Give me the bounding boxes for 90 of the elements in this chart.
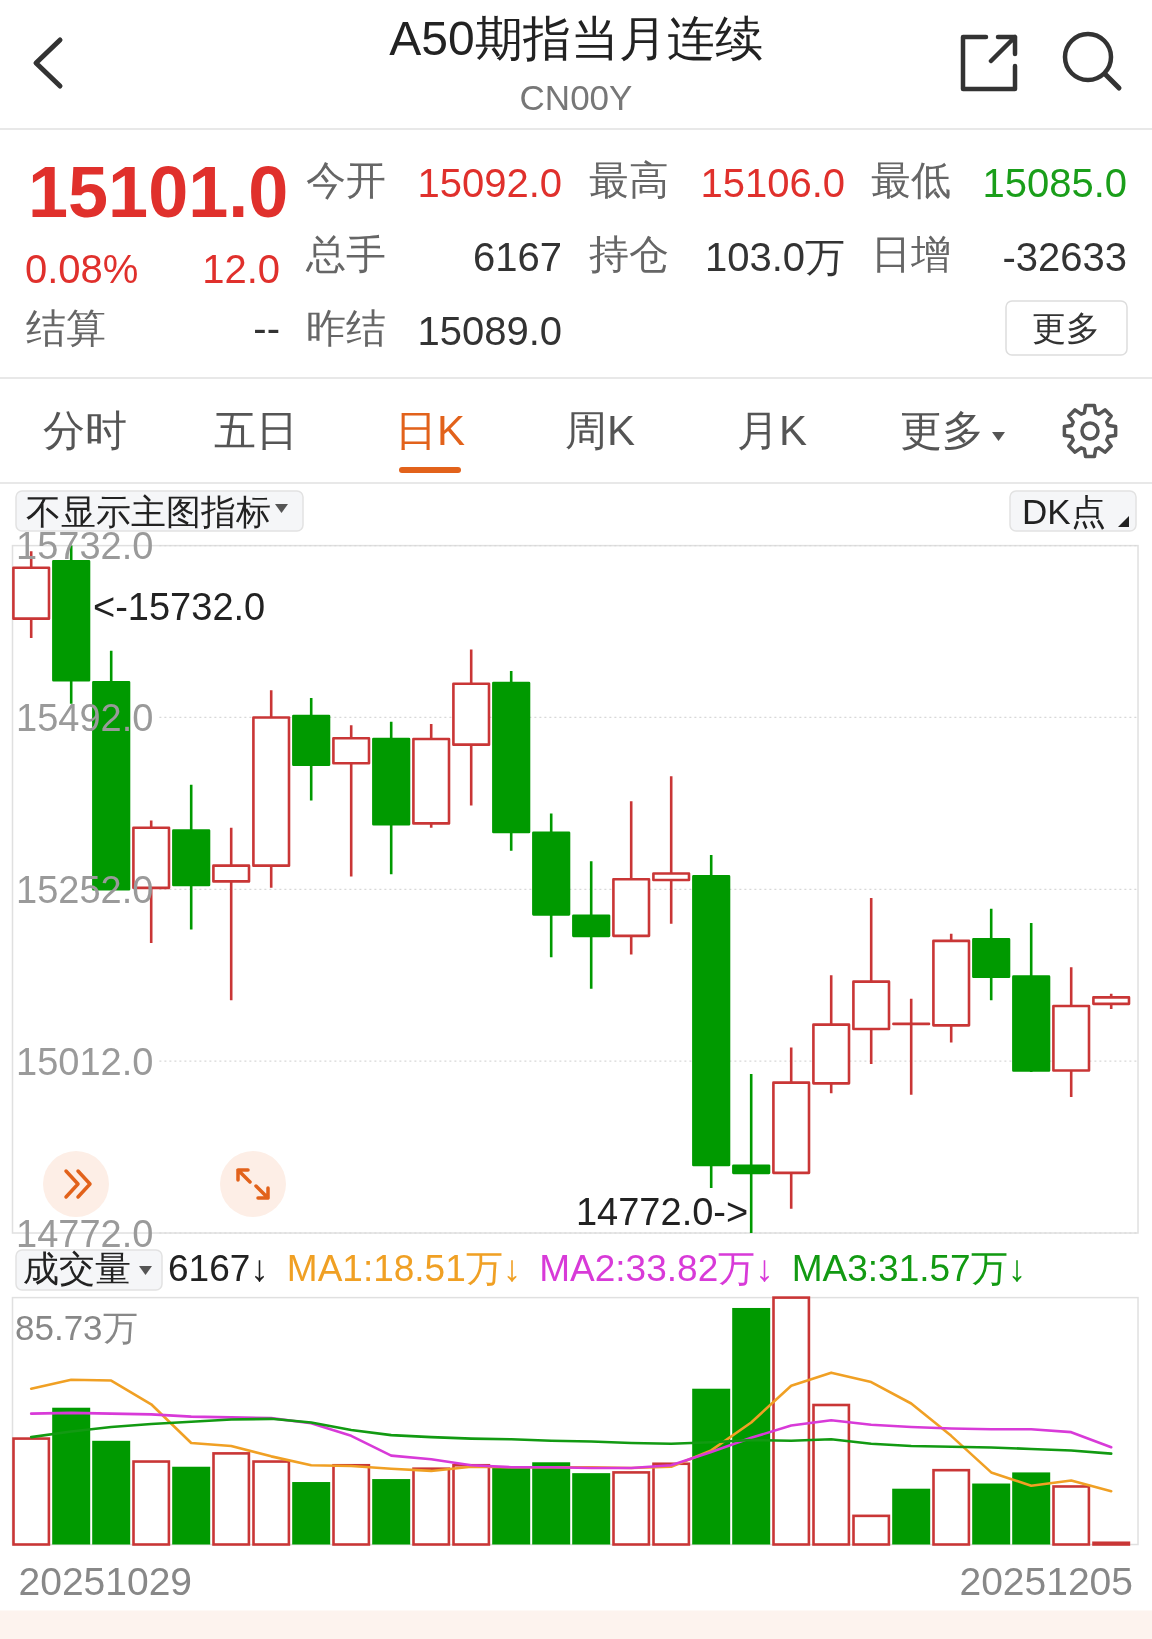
bar bbox=[612, 1471, 651, 1546]
text: 周K bbox=[564, 407, 636, 454]
text: MA3:31.57万↓ bbox=[791, 1248, 1027, 1289]
text: 15092.0 bbox=[417, 161, 562, 205]
candlestick bbox=[492, 669, 531, 852]
bar bbox=[932, 1468, 971, 1546]
bar bbox=[652, 1462, 691, 1546]
text: 今开 bbox=[306, 158, 386, 202]
text: 分时 bbox=[43, 407, 127, 454]
candlestick bbox=[212, 826, 251, 1002]
bar bbox=[772, 1296, 811, 1546]
bar bbox=[692, 1388, 731, 1545]
candlestick bbox=[452, 648, 491, 807]
text: 日增 bbox=[871, 232, 951, 276]
text: 更多 bbox=[900, 407, 984, 454]
bar bbox=[292, 1482, 331, 1545]
text: 103.0万 bbox=[704, 235, 845, 279]
bar bbox=[732, 1307, 771, 1545]
candlestick bbox=[292, 696, 331, 802]
candlestick bbox=[932, 932, 971, 1044]
text: 最高 bbox=[589, 158, 669, 202]
candlestick bbox=[652, 774, 691, 925]
text: 日K bbox=[394, 407, 466, 454]
bar bbox=[812, 1403, 851, 1546]
candlestick bbox=[1092, 992, 1131, 1011]
bar bbox=[532, 1462, 571, 1545]
text: 0.08% bbox=[25, 247, 139, 291]
bar bbox=[1052, 1485, 1091, 1546]
text: MA1:18.51万↓ bbox=[286, 1248, 522, 1289]
candlestick bbox=[372, 720, 411, 876]
text: 不显示主图指标 bbox=[26, 492, 271, 531]
text: CN00Y bbox=[519, 78, 633, 117]
candlestick bbox=[692, 853, 731, 1190]
candlestick bbox=[172, 783, 211, 931]
text: DK点 bbox=[1022, 492, 1106, 531]
bar bbox=[892, 1488, 931, 1545]
bar bbox=[972, 1483, 1011, 1545]
text: 持仓 bbox=[589, 232, 669, 276]
candlestick bbox=[572, 860, 611, 991]
y-tick-label: 15012.0 bbox=[16, 1040, 154, 1083]
text: 五日 bbox=[214, 407, 298, 454]
bar bbox=[332, 1463, 371, 1546]
candlestick bbox=[892, 997, 931, 1097]
annotation: <-15732.0 bbox=[93, 585, 266, 628]
text: -- bbox=[253, 306, 280, 350]
text: 15106.0 bbox=[700, 161, 845, 205]
annotation: 85.73万 bbox=[15, 1307, 138, 1347]
text: 20251205 bbox=[959, 1560, 1133, 1603]
text: 20251029 bbox=[18, 1560, 193, 1603]
candlestick bbox=[412, 722, 451, 830]
text: 昨结 bbox=[306, 306, 386, 350]
bar bbox=[452, 1463, 491, 1546]
bar bbox=[412, 1467, 451, 1546]
text: MA2:33.82万↓ bbox=[539, 1248, 774, 1289]
candlestick bbox=[532, 812, 571, 959]
candlestick bbox=[972, 907, 1011, 1002]
bar bbox=[372, 1479, 411, 1545]
bar bbox=[212, 1452, 251, 1546]
candlestick bbox=[252, 688, 291, 890]
text: -32633 bbox=[1002, 235, 1127, 279]
bar bbox=[572, 1473, 611, 1545]
text: 更多 bbox=[1032, 309, 1100, 347]
candlestick bbox=[852, 896, 891, 1066]
bar bbox=[252, 1460, 291, 1546]
bar bbox=[852, 1514, 891, 1546]
bar bbox=[52, 1407, 91, 1545]
candlestick bbox=[1012, 921, 1051, 1074]
text: 结算 bbox=[26, 306, 106, 350]
text: 12.0 bbox=[202, 247, 280, 291]
annotation: 14772.0-> bbox=[575, 1191, 749, 1233]
bar bbox=[1012, 1472, 1051, 1545]
text: 月K bbox=[736, 407, 808, 454]
candlestick bbox=[1052, 966, 1091, 1099]
bar bbox=[12, 1437, 51, 1546]
text: 15101.0 bbox=[28, 152, 289, 232]
text: 15085.0 bbox=[982, 161, 1127, 205]
candlestick bbox=[612, 799, 651, 956]
bar bbox=[92, 1440, 131, 1545]
bar bbox=[172, 1466, 211, 1545]
candlestick bbox=[772, 1046, 811, 1210]
text: A50期指当月连续 bbox=[389, 12, 763, 65]
text: 6167 bbox=[473, 235, 562, 279]
text: 15089.0 bbox=[417, 309, 562, 353]
candlestick bbox=[812, 973, 851, 1095]
text: 总手 bbox=[305, 232, 386, 276]
text: 最低 bbox=[871, 158, 951, 202]
text: 6167↓ bbox=[168, 1248, 269, 1289]
bar bbox=[132, 1460, 171, 1546]
candlestick bbox=[332, 724, 371, 878]
bar bbox=[492, 1466, 531, 1545]
